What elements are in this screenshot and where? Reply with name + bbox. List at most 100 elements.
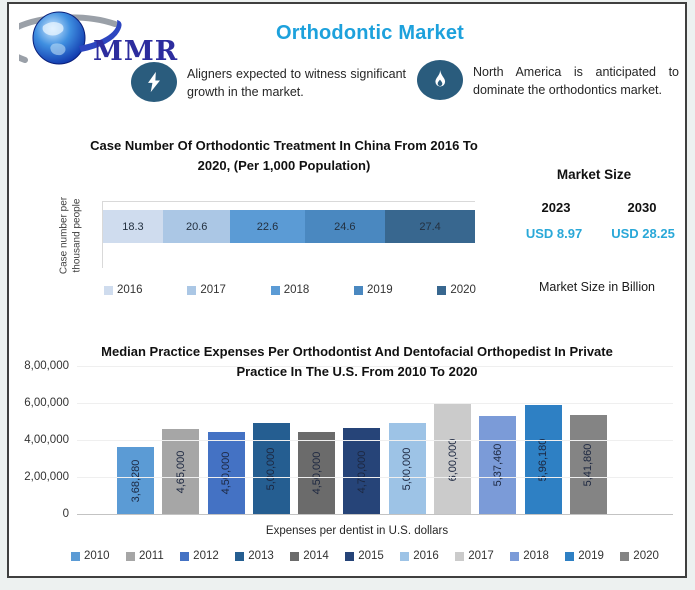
market-size-heading: Market Size bbox=[556, 167, 632, 182]
bar-value-label: 4,50,000 bbox=[220, 451, 233, 495]
legend-item-2020: 2020 bbox=[437, 284, 476, 296]
gridline: 0 bbox=[63, 508, 673, 520]
legend-swatch bbox=[354, 285, 364, 295]
bar-value-label: 5,00,000 bbox=[401, 447, 414, 491]
stacked-segment-2016: 18.3 bbox=[103, 210, 163, 243]
flame-icon bbox=[417, 60, 463, 100]
legend-swatch bbox=[235, 551, 245, 561]
china-chart-plot: 18.3 20.6 22.6 24.6 27.4 bbox=[102, 201, 475, 268]
y-axis-tick-label: 0 bbox=[62, 508, 69, 520]
globe-logo-icon: MMR bbox=[1, 11, 178, 67]
legend-label: 2019 bbox=[367, 284, 393, 296]
expenses-chart-x-axis-label: Expenses per dentist in U.S. dollars bbox=[265, 525, 449, 537]
legend-label: 2018 bbox=[283, 284, 310, 296]
china-chart-legend: 2016 2017 2018 2019 2020 bbox=[104, 284, 476, 296]
y-axis-tick-label: 4,00,000 bbox=[24, 434, 69, 446]
legend-item-2010: 2010 bbox=[71, 550, 110, 562]
bar-value-label: 4,70,000 bbox=[355, 450, 368, 493]
market-size-year-2030: 2030 bbox=[627, 200, 657, 215]
legend-swatch bbox=[104, 285, 113, 295]
bar-value-label: 5,37,460 bbox=[491, 443, 504, 487]
bar-2020: 5,41,860 bbox=[569, 414, 607, 515]
gridline: 6,00,000 bbox=[24, 397, 673, 409]
bar-2019: 5,96,180 bbox=[524, 404, 562, 515]
bar-2012: 4,50,000 bbox=[207, 431, 245, 515]
legend-item-2012: 2012 bbox=[180, 550, 219, 562]
bar-2010: 3,68,280 bbox=[117, 446, 154, 515]
legend-item-2017: 2017 bbox=[455, 550, 494, 562]
market-size-value-2023: USD 8.97 bbox=[525, 226, 583, 241]
legend-item-2018: 2018 bbox=[270, 284, 310, 296]
bar-2013: 5,00,000 bbox=[252, 422, 290, 515]
market-size-year-2023: 2023 bbox=[541, 200, 571, 215]
stacked-segment-2020: 27.4 bbox=[385, 210, 475, 243]
stacked-segment-2019: 24.6 bbox=[304, 210, 386, 243]
legend-swatch bbox=[71, 551, 80, 561]
legend-label: 2019 bbox=[578, 550, 604, 562]
svg-text:MMR: MMR bbox=[93, 36, 178, 67]
bar-value-label: 4,50,000 bbox=[310, 451, 323, 495]
legend-item-2019: 2019 bbox=[354, 284, 393, 296]
legend-item-2020: 2020 bbox=[620, 550, 659, 562]
legend-swatch bbox=[455, 551, 465, 561]
bar-value-label: 5,00,000 bbox=[265, 447, 278, 491]
legend-item-2016: 2016 bbox=[104, 284, 143, 296]
callout-aligners: Aligners expected to witness significant… bbox=[131, 62, 406, 102]
legend-swatch bbox=[345, 551, 355, 561]
legend-item-2013: 2013 bbox=[235, 550, 274, 562]
bar-value-label: 3,68,280 bbox=[129, 459, 142, 503]
gridline: 2,00,000 bbox=[24, 471, 673, 483]
bar-2018: 5,37,460 bbox=[479, 415, 517, 515]
legend-label: 2015 bbox=[358, 550, 384, 562]
legend-item-2015: 2015 bbox=[345, 550, 384, 562]
legend-swatch bbox=[437, 285, 447, 295]
legend-item-2016: 2016 bbox=[400, 550, 439, 562]
lightning-icon bbox=[131, 62, 177, 102]
legend-label: 2016 bbox=[413, 550, 439, 562]
bar-value-label: 5,96,180 bbox=[537, 438, 550, 482]
legend-swatch bbox=[180, 551, 190, 561]
legend-swatch bbox=[187, 285, 197, 295]
legend-item-2011: 2011 bbox=[126, 550, 164, 562]
expenses-chart-title: Median Practice Expenses Per Orthodontis… bbox=[101, 344, 613, 380]
legend-label: 2017 bbox=[468, 550, 494, 562]
stacked-segment-2017: 20.6 bbox=[162, 210, 231, 243]
legend-item-2018: 2018 bbox=[510, 550, 549, 562]
legend-label: 2012 bbox=[193, 550, 219, 562]
bar-value-label: 4,65,000 bbox=[174, 450, 187, 494]
expenses-chart-legend: 2010 2011 2012 2013 2014 2015 2016 2017 2018 2019… bbox=[71, 550, 659, 562]
infographic-frame: MMR Orthodontic Market Aligners expected… bbox=[1, 2, 687, 578]
china-chart-title: Case Number Of Orthodontic Treatment In … bbox=[90, 138, 478, 173]
legend-label: 2011 bbox=[139, 550, 164, 562]
legend-item-2019: 2019 bbox=[565, 550, 604, 562]
china-stacked-bar: 18.3 20.6 22.6 24.6 27.4 bbox=[103, 210, 475, 243]
bar-value-label: 5,41,860 bbox=[582, 443, 595, 487]
legend-swatch bbox=[565, 551, 575, 561]
legend-swatch bbox=[290, 551, 300, 561]
callout-aligners-text: Aligners expected to witness significant… bbox=[187, 67, 406, 100]
legend-label: 2014 bbox=[303, 550, 329, 562]
y-axis-tick-label: 2,00,000 bbox=[24, 471, 69, 483]
legend-swatch bbox=[270, 285, 280, 295]
legend-label: 2016 bbox=[117, 284, 143, 296]
bar-2011: 4,65,000 bbox=[162, 428, 200, 515]
legend-item-2014: 2014 bbox=[290, 550, 329, 562]
market-size-note: Market Size in Billion bbox=[538, 280, 655, 294]
page-title: Orthodontic Market bbox=[275, 22, 465, 44]
legend-label: 2018 bbox=[523, 550, 549, 562]
legend-swatch bbox=[126, 551, 136, 561]
bar-2015: 4,70,000 bbox=[343, 428, 381, 515]
bar-2014: 4,50,000 bbox=[298, 431, 336, 515]
gridline: 8,00,000 bbox=[24, 360, 673, 372]
expenses-chart-plot: 3,68,280 4,65,000 4,50,000 5,00,000 4,50,000… bbox=[24, 360, 673, 520]
bar-2016: 5,00,000 bbox=[388, 422, 426, 515]
legend-swatch bbox=[400, 551, 410, 561]
legend-label: 2020 bbox=[633, 550, 659, 562]
callout-north-america: North America is anticipated to dominate… bbox=[417, 60, 679, 100]
bar-value-label: 6,00,000 bbox=[446, 438, 459, 481]
legend-label: 2010 bbox=[84, 550, 110, 562]
callout-north-america-text: North America is anticipated to dominate… bbox=[473, 65, 679, 98]
legend-label: 2020 bbox=[450, 284, 476, 296]
legend-swatch bbox=[620, 551, 630, 561]
legend-item-2017: 2017 bbox=[187, 284, 226, 296]
